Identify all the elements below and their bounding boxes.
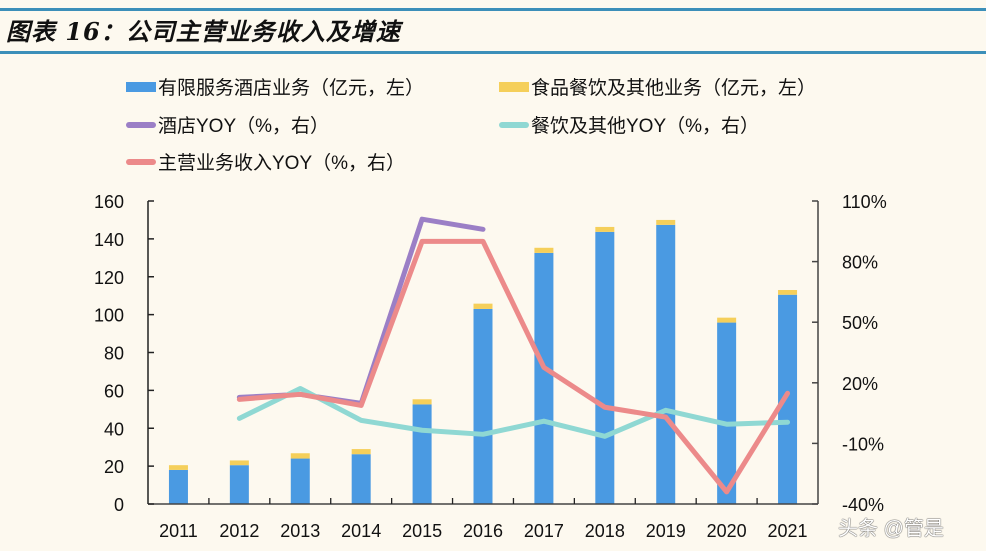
bar-food-business <box>229 460 249 466</box>
x-axis-tick-label: 2013 <box>280 521 320 541</box>
watermark: 头条 @管是 <box>838 518 944 540</box>
x-axis-tick-label: 2018 <box>585 521 625 541</box>
legend-label: 主营业务收入YOY（%，右） <box>158 153 406 174</box>
legend-swatch-main-yoy <box>126 158 156 165</box>
bar-food-business <box>412 399 432 405</box>
bar-food-business <box>595 226 615 232</box>
axes-layer <box>147 200 819 505</box>
legend-swatch-hotel-business <box>126 81 156 92</box>
bar-food-business <box>168 465 188 470</box>
bar-hotel-business <box>778 294 798 504</box>
legend-swatch-hotel-yoy <box>126 121 156 128</box>
line-layer <box>236 216 791 495</box>
bar-hotel-business <box>229 465 249 504</box>
x-axis-tick-label: 2015 <box>402 521 442 541</box>
bar-hotel-business <box>351 454 371 504</box>
left-axis-tick-label: 40 <box>104 419 124 439</box>
bar-hotel-business <box>168 469 188 504</box>
bar-food-business <box>778 290 798 295</box>
right-axis-tick-label: 20% <box>842 374 878 394</box>
line-food-yoy <box>236 385 791 439</box>
left-axis-tick-label: 60 <box>104 381 124 401</box>
x-axis-tick-label: 2021 <box>768 521 808 541</box>
right-axis-tick-label: -10% <box>842 434 884 454</box>
right-axis-tick-label: -40% <box>842 495 884 515</box>
x-axis-tick-label: 2014 <box>341 521 381 541</box>
tick-label-layer: 0 20 40 60 80 100 120 140 160 -40% -10% 20% 50% 80% 11… <box>94 192 887 541</box>
left-axis-tick-label: 100 <box>94 306 124 326</box>
title-bottom-rule <box>0 51 986 54</box>
bar-hotel-business <box>534 252 554 504</box>
x-axis-tick-label: 2020 <box>707 521 747 541</box>
legend-item-food-business: 食品餐饮及其他业务（亿元，左） <box>499 73 816 100</box>
legend-label: 酒店YOY（%，右） <box>158 116 330 137</box>
legend-item-hotel-yoy: 酒店YOY（%，右） <box>126 111 329 138</box>
legend-item-main-yoy: 主营业务收入YOY（%，右） <box>126 148 405 175</box>
bar-food-business <box>717 317 737 323</box>
left-axis-tick-label: 120 <box>94 268 124 288</box>
bar-food-business <box>473 303 493 309</box>
x-axis-tick-label: 2011 <box>159 521 198 541</box>
right-axis-tick-label: 50% <box>842 313 878 333</box>
legend-label: 餐饮及其他YOY（%，右） <box>531 116 760 137</box>
bar-hotel-business <box>595 231 615 505</box>
left-axis-tick-label: 80 <box>104 344 124 364</box>
legend-label: 食品餐饮及其他业务（亿元，左） <box>531 78 817 99</box>
left-axis-tick-label: 160 <box>94 192 124 212</box>
bar-hotel-business <box>656 224 676 504</box>
bar-hotel-business <box>473 308 493 504</box>
title-top-rule <box>0 8 986 11</box>
bar-food-business <box>351 449 371 455</box>
bar-food-business <box>534 247 554 253</box>
x-axis-tick-label: 2012 <box>219 521 259 541</box>
legend-item-food-yoy: 餐饮及其他YOY（%，右） <box>499 111 759 138</box>
x-axis-tick-label: 2017 <box>524 521 564 541</box>
x-axis-tick-label: 2019 <box>646 521 686 541</box>
legend-label: 有限服务酒店业务（亿元，左） <box>158 78 425 99</box>
bar-food-business <box>290 453 310 459</box>
bar-hotel-business <box>412 404 432 504</box>
line-main-yoy <box>236 238 791 495</box>
left-axis-tick-label: 0 <box>114 495 124 515</box>
right-axis-tick-label: 80% <box>842 253 878 273</box>
legend-swatch-food-business <box>499 81 529 92</box>
bar-hotel-business <box>290 458 310 504</box>
line-hotel-yoy <box>236 216 486 406</box>
legend-item-hotel-business: 有限服务酒店业务（亿元，左） <box>126 73 424 100</box>
bar-hotel-business <box>717 322 737 504</box>
legend-swatch-food-yoy <box>499 121 529 128</box>
x-axis-tick-label: 2016 <box>463 521 503 541</box>
bar-food-business <box>656 219 676 225</box>
left-axis-tick-label: 20 <box>104 457 124 477</box>
figure-title: 图表 16：公司主营业务收入及增速 <box>6 17 401 46</box>
left-axis-tick-label: 140 <box>94 230 124 250</box>
right-axis-tick-label: 110% <box>842 192 887 212</box>
